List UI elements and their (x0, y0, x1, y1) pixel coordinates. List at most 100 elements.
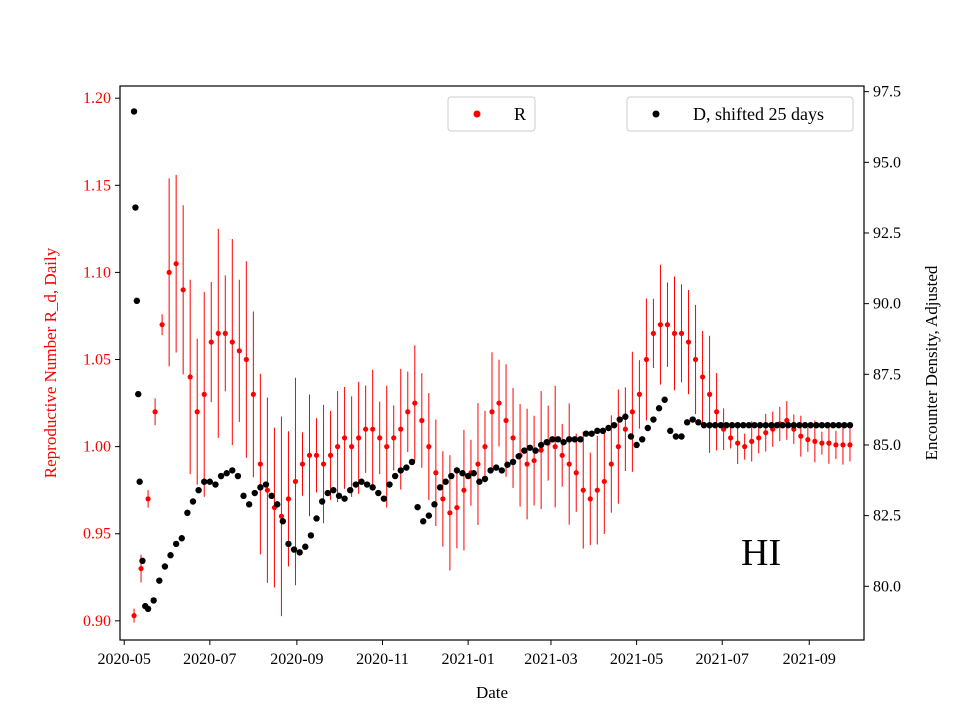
x-tick-label-0: 2020-05 (98, 651, 151, 668)
d-point-56 (420, 518, 427, 525)
r-point-60 (552, 444, 558, 450)
x-tick-label-3: 2020-11 (356, 651, 409, 668)
r-point-82 (706, 391, 713, 397)
r-point-34 (370, 426, 376, 432)
d-point-1 (132, 204, 139, 211)
d-point-101 (672, 433, 680, 440)
d-point-70 (498, 467, 506, 474)
r-point-100 (833, 442, 839, 448)
d-point-4 (136, 478, 143, 485)
d-point-84 (577, 436, 584, 443)
d-point-90 (610, 421, 618, 429)
d-point-17 (201, 478, 208, 485)
r-point-16 (243, 356, 249, 363)
r-point-2 (145, 496, 151, 502)
r-point-25 (306, 452, 313, 458)
d-point-94 (633, 441, 640, 449)
d-point-82 (566, 436, 573, 443)
legend-d-marker (652, 110, 660, 118)
r-point-101 (840, 442, 846, 448)
left-tick-label-3: 1.05 (83, 352, 111, 369)
d-point-123 (796, 421, 803, 429)
r-point-81 (699, 374, 706, 380)
r-point-7 (180, 287, 186, 293)
legend-r-label: R (514, 104, 526, 124)
r-point-39 (405, 409, 411, 415)
r-point-51 (489, 409, 495, 415)
r-point-52 (496, 400, 502, 406)
d-point-122 (790, 421, 798, 429)
d-point-19 (212, 481, 219, 488)
d-point-48 (375, 489, 382, 497)
r-point-83 (714, 409, 720, 415)
d-point-31 (279, 518, 287, 525)
d-point-62 (453, 467, 461, 474)
d-point-92 (622, 413, 629, 420)
r-point-80 (692, 356, 699, 363)
d-point-27 (257, 484, 264, 491)
r-point-56 (524, 461, 530, 467)
plot-frame (119, 85, 865, 641)
r-point-5 (166, 269, 172, 276)
d-point-124 (801, 421, 809, 429)
d-point-30 (274, 501, 281, 508)
r-point-44 (440, 496, 446, 502)
r-point-19 (264, 487, 270, 493)
d-point-129 (829, 421, 837, 429)
x-tick-label-6: 2021-05 (610, 651, 663, 668)
d-point-77 (537, 441, 545, 449)
x-tick-label-5: 2021-03 (524, 651, 577, 668)
legend-d-label: D, shifted 25 days (693, 104, 824, 124)
left-tick-label-5: 1.15 (83, 177, 111, 194)
d-point-68 (487, 467, 494, 474)
d-point-91 (616, 416, 623, 423)
r-point-41 (419, 417, 425, 424)
left-tick-label-0: 0.90 (83, 613, 111, 630)
d-point-46 (363, 481, 371, 488)
r-point-89 (756, 435, 762, 441)
d-point-8 (150, 597, 157, 604)
r-point-58 (538, 447, 544, 453)
r-point-68 (608, 461, 614, 467)
r-point-77 (671, 330, 678, 336)
r-point-31 (349, 444, 355, 450)
d-point-57 (425, 512, 433, 519)
d-point-121 (784, 421, 792, 429)
legend-r: R (447, 96, 536, 132)
r-point-64 (580, 487, 586, 493)
d-point-103 (683, 419, 691, 426)
r-point-62 (566, 461, 572, 467)
d-point-79 (549, 436, 556, 443)
d-point-109 (717, 421, 725, 429)
d-point-29 (268, 492, 275, 500)
r-point-3 (152, 409, 158, 415)
d-point-20 (217, 472, 225, 480)
d-point-83 (571, 436, 579, 443)
r-point-75 (657, 322, 664, 328)
r-point-50 (482, 444, 488, 450)
d-point-60 (442, 478, 449, 485)
x-tick-label-4: 2021-01 (441, 651, 494, 668)
r-point-40 (412, 400, 418, 406)
d-point-125 (807, 421, 814, 429)
d-point-26 (251, 489, 258, 497)
r-point-76 (664, 322, 671, 328)
r-point-65 (587, 496, 593, 502)
r-point-46 (454, 504, 460, 511)
x-axis: 2020-05 2020-07 2020-09 2020-11 2021-01 2021-… (98, 640, 836, 668)
d-point-98 (655, 405, 663, 412)
r-point-11 (208, 339, 214, 345)
d-point-41 (335, 492, 343, 500)
d-point-32 (285, 540, 292, 548)
d-point-128 (824, 421, 831, 429)
d-point-14 (184, 509, 191, 517)
d-point-114 (745, 421, 753, 429)
d-point-119 (773, 421, 781, 429)
d-point-42 (341, 495, 348, 502)
r-point-78 (678, 330, 685, 336)
right-tick-label-6: 95.0 (873, 154, 901, 171)
x-axis-label: Date (476, 683, 508, 702)
r-point-6 (173, 261, 179, 267)
r-point-85 (728, 435, 734, 441)
d-point-65 (470, 470, 477, 477)
